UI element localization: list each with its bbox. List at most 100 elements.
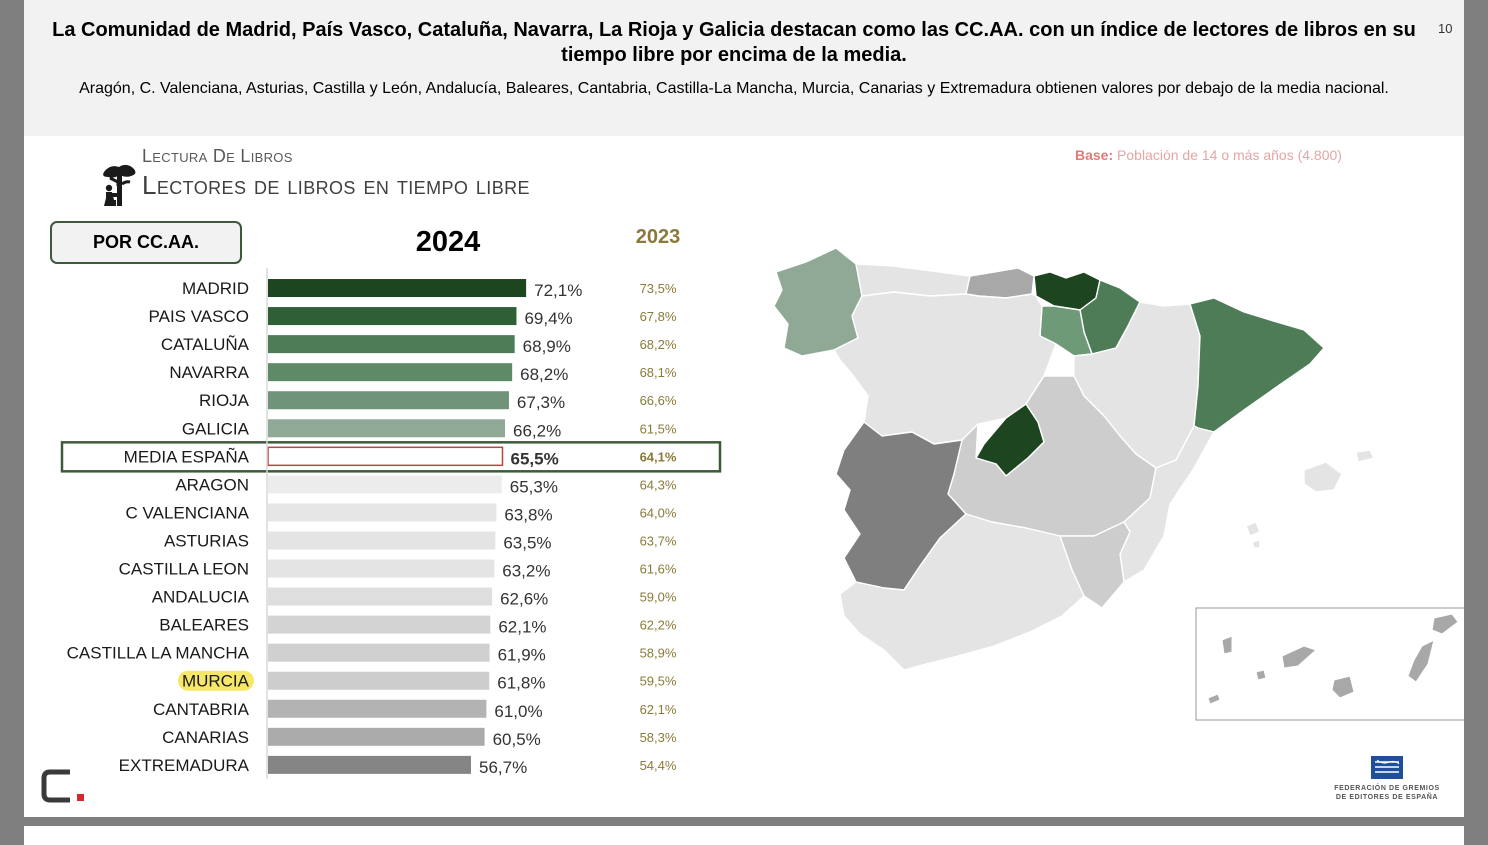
base-note: Base: Población de 14 o más años (4.800)	[1075, 147, 1342, 163]
bar	[268, 755, 471, 774]
map-region-canarias-fuerteventura	[1407, 639, 1435, 683]
value-label-2024: 61,8%	[497, 674, 545, 693]
value-label-2023: 67,8%	[640, 309, 677, 324]
next-slide-edge	[24, 826, 1464, 845]
value-label-2023: 62,1%	[640, 702, 677, 717]
federacion-name: FEDERACIÓN DE GREMIOS DE EDITORES DE ESP…	[1314, 784, 1460, 802]
bar	[268, 727, 485, 746]
canarias-islands	[1207, 613, 1459, 705]
value-label-2024: 62,1%	[498, 618, 546, 637]
map-region-andalucia	[839, 513, 1085, 671]
bar	[268, 503, 497, 522]
category-label: CASTILLA LEON	[119, 560, 249, 579]
bar-chart: MADRID 72,1% 73,5% PAIS VASCO 69,4% 67,8% CATA…	[60, 268, 722, 779]
year-2024-heading: 2024	[415, 226, 481, 258]
canarias-inset-frame	[1195, 607, 1464, 721]
value-label-2024: 69,4%	[524, 309, 572, 328]
filter-pill[interactable]: POR CC.AA.	[50, 221, 242, 264]
bar	[268, 363, 513, 382]
category-label: PAIS VASCO	[149, 307, 249, 326]
value-label-2023: 64,3%	[640, 477, 677, 492]
category-label: EXTREMADURA	[119, 756, 250, 775]
map-region-baleares-formentera	[1251, 539, 1261, 549]
federacion-line-2: DE EDITORES DE ESPAÑA	[1335, 794, 1439, 801]
value-label-2024: 61,0%	[494, 702, 542, 721]
value-label-2024: 63,2%	[502, 562, 550, 581]
bar	[268, 531, 496, 550]
bar	[268, 615, 491, 634]
value-label-2024: 65,3%	[510, 477, 558, 496]
value-label-2023: 59,5%	[640, 674, 677, 689]
bar	[268, 335, 515, 354]
map-region-canarias-la-gomera	[1255, 669, 1267, 681]
category-label: MADRID	[182, 279, 249, 298]
category-label: RIOJA	[199, 391, 250, 410]
bar	[268, 671, 490, 690]
value-label-2024: 66,2%	[513, 421, 561, 440]
value-label-2023: 64,1%	[640, 449, 677, 464]
category-label: NAVARRA	[169, 363, 249, 382]
subheadline: Aragón, C. Valenciana, Asturias, Castill…	[79, 80, 1389, 97]
bar	[268, 699, 487, 718]
category-label: CATALUÑA	[161, 335, 250, 354]
header-band: La Comunidad de Madrid, País Vasco, Cata…	[24, 0, 1464, 136]
value-label-2024: 62,6%	[500, 590, 548, 609]
category-label: CANARIAS	[162, 728, 249, 747]
category-label: CANTABRIA	[153, 700, 250, 719]
category-label: MURCIA	[182, 672, 250, 691]
value-label-2023: 66,6%	[640, 393, 677, 408]
bar	[268, 307, 517, 326]
map-region-canarias-gran-canaria	[1331, 675, 1355, 699]
map-region-baleares-ibiza	[1245, 521, 1261, 537]
category-label: MEDIA ESPAÑA	[124, 447, 250, 466]
headline: La Comunidad de Madrid, País Vasco, Cata…	[52, 19, 1416, 66]
section-kicker: Lectura De Libros	[142, 146, 293, 166]
year-2023-heading: 2023	[635, 226, 681, 248]
value-label-2023: 61,6%	[640, 562, 677, 577]
value-label-2024: 60,5%	[493, 730, 541, 749]
bar	[268, 475, 502, 494]
bar	[268, 587, 493, 606]
category-label: CASTILLA LA MANCHA	[67, 644, 250, 663]
value-label-2023: 68,2%	[640, 337, 677, 352]
value-label-2024: 61,9%	[498, 646, 546, 665]
average-highlight-box	[60, 441, 722, 473]
value-label-2023: 58,3%	[640, 730, 677, 745]
map-region-canarias-la-palma	[1221, 635, 1233, 655]
spain-map	[773, 247, 1464, 721]
value-label-2023: 64,0%	[640, 505, 677, 520]
value-label-2023: 58,9%	[640, 646, 677, 661]
value-label-2024: 65,5%	[510, 449, 558, 468]
value-label-2024: 67,3%	[517, 393, 565, 412]
murcia-highlight-marker	[178, 670, 254, 691]
map-region-baleares-mallorca	[1303, 461, 1343, 493]
map-region-asturias	[855, 263, 971, 297]
map-region-baleares-menorca	[1355, 449, 1375, 463]
base-value: Población de 14 o más años (4.800)	[1117, 147, 1342, 163]
bar	[268, 643, 490, 662]
value-label-2023: 62,2%	[640, 618, 677, 633]
tree-reader-icon	[103, 164, 136, 206]
value-label-2023: 73,5%	[640, 281, 677, 296]
value-label-2024: 56,7%	[479, 758, 527, 777]
category-label: BALEARES	[159, 616, 249, 635]
category-label: ANDALUCIA	[152, 588, 250, 607]
value-label-2024: 63,8%	[504, 505, 552, 524]
value-label-2024: 68,9%	[523, 337, 571, 356]
map-region-canarias-tenerife	[1281, 645, 1317, 669]
value-label-2024: 68,2%	[520, 365, 568, 384]
bar	[267, 446, 504, 467]
category-label: ASTURIAS	[164, 531, 249, 550]
chart-title: Lectores de libros en tiempo libre	[142, 170, 530, 200]
map-region-canarias-lanzarote	[1431, 613, 1459, 635]
bar	[268, 419, 505, 438]
brand-c-logo	[41, 769, 84, 803]
page-number: 10	[1438, 21, 1453, 36]
value-label-2023: 59,0%	[640, 590, 677, 605]
map-region-galicia	[773, 247, 863, 357]
value-label-2023: 54,4%	[640, 758, 677, 773]
value-label-2023: 63,7%	[640, 533, 677, 548]
federacion-logo	[1371, 756, 1403, 779]
map-region-cantabria	[965, 267, 1035, 299]
category-label: C VALENCIANA	[126, 503, 250, 522]
